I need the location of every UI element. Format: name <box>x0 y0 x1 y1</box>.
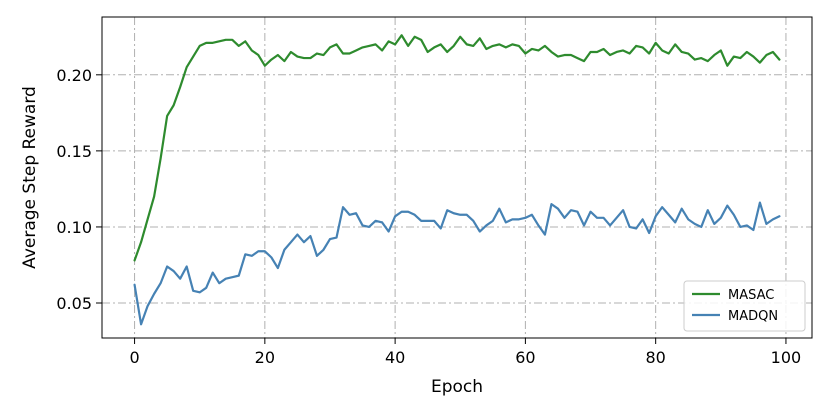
y-tick-label: 0.20 <box>56 66 92 85</box>
y-tick-label: 0.10 <box>56 218 92 237</box>
x-tick-label: 60 <box>515 348 535 367</box>
x-tick-label: 40 <box>385 348 405 367</box>
x-tick-label: 100 <box>771 348 802 367</box>
plot-frame <box>101 16 813 339</box>
x-tick-label: 0 <box>129 348 139 367</box>
y-tick-label: 0.05 <box>56 294 92 313</box>
series-line-madqn <box>133 201 781 326</box>
legend-label-madqn: MADQN <box>728 309 778 324</box>
ticks: 0 20 40 60 80 100 0.05 0.10 0.15 0.20 <box>56 66 801 367</box>
grid <box>102 17 812 338</box>
x-tick-label: 80 <box>645 348 665 367</box>
x-tick-label: 20 <box>255 348 275 367</box>
legend-label-masac: MASAC <box>728 288 774 303</box>
series-line-masac <box>133 34 781 262</box>
legend: MASAC MADQN <box>683 280 806 332</box>
x-axis-label: Epoch <box>431 377 483 397</box>
series-layer <box>133 34 781 326</box>
y-axis-label: Average Step Reward <box>20 86 40 269</box>
y-tick-label: 0.15 <box>56 142 92 161</box>
